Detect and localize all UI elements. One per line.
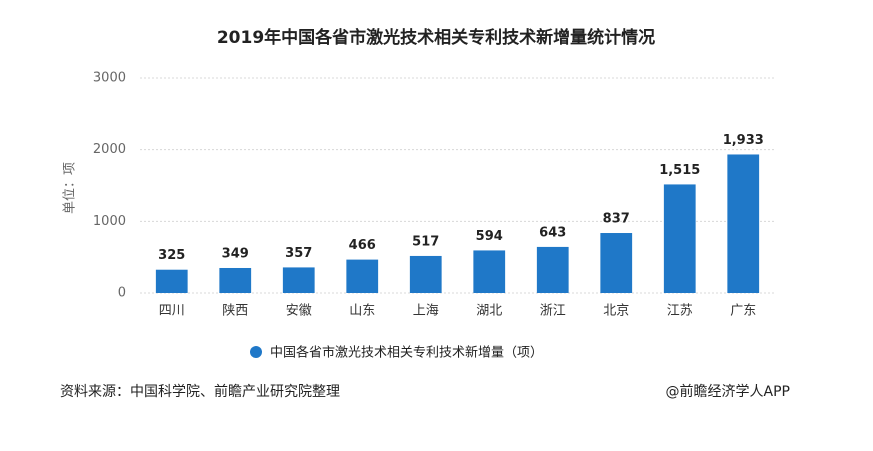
x-tick-label: 上海: [413, 304, 439, 319]
data-label: 349: [222, 246, 249, 261]
bar: [727, 154, 760, 293]
x-tick-label: 江苏: [667, 303, 693, 319]
bar: [155, 269, 188, 293]
y-tick-label: 3000: [93, 71, 126, 86]
data-label: 466: [349, 238, 376, 253]
x-tick-label: 安徽: [286, 304, 312, 319]
source: 资料来源：中国科学院、前瞻产业研究院整理: [60, 383, 340, 400]
data-label: 517: [412, 234, 439, 249]
y-tick-label: 0: [118, 286, 126, 301]
bar: [282, 267, 315, 293]
x-tick-label: 广东: [730, 304, 756, 319]
y-tick-label: 2000: [93, 142, 126, 157]
y-tick-label: 1000: [93, 214, 126, 229]
bar: [663, 184, 696, 293]
chart-title: 2019年中国各省市激光技术相关专利技术新增量统计情况: [217, 27, 655, 48]
bar: [473, 250, 506, 293]
data-label: 325: [158, 248, 185, 263]
x-tick-label: 四川: [159, 304, 185, 319]
x-tick-label: 山东: [349, 304, 375, 319]
bar: [346, 259, 379, 293]
legend-marker: [250, 346, 262, 358]
x-tick-label: 北京: [603, 304, 629, 319]
x-tick-label: 湖北: [476, 304, 502, 319]
credit: @前瞻经济学人APP: [666, 383, 790, 400]
x-tick-label: 浙江: [540, 304, 566, 319]
data-label: 837: [603, 212, 630, 227]
legend-label: 中国各省市激光技术相关专利技术新增量（项）: [270, 345, 543, 361]
data-label: 1,933: [723, 133, 764, 148]
data-label: 643: [539, 225, 566, 240]
data-label: 357: [285, 246, 312, 261]
x-tick-label: 陕西: [222, 304, 248, 319]
data-label: 594: [476, 229, 503, 244]
bar: [600, 233, 633, 293]
bar: [536, 246, 569, 293]
y-axis-label: 单位：项: [63, 162, 78, 214]
bar: [219, 267, 252, 293]
bar: [409, 255, 442, 293]
data-label: 1,515: [659, 163, 700, 178]
